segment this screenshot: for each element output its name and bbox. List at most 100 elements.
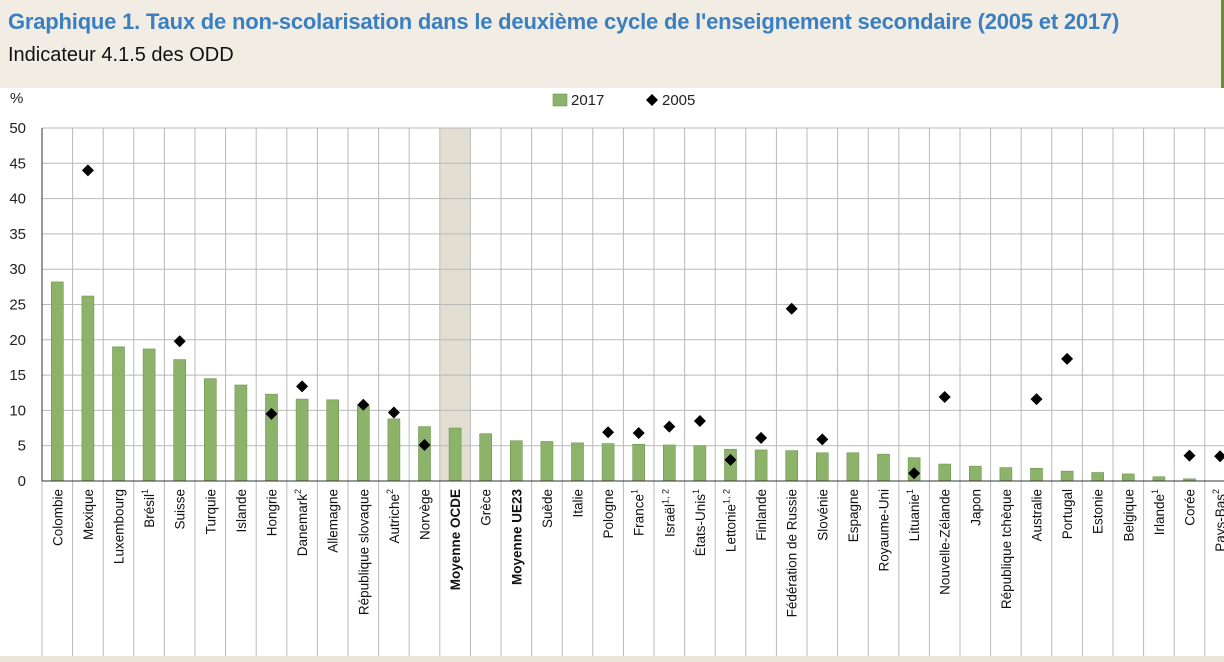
bar-2017 xyxy=(448,427,462,482)
chart-area: 0 5 10 15 20 25 30 35 40 45 50% Colombie Mexique Lux… xyxy=(0,88,1224,662)
y-tick-label: 15 xyxy=(9,367,26,384)
y-tick-label: 45 xyxy=(9,155,26,172)
x-tick-label: Belgique xyxy=(1121,489,1136,542)
marker-2005 xyxy=(1061,352,1074,365)
y-tick-label: 20 xyxy=(9,332,26,349)
bar-2017 xyxy=(968,465,982,482)
x-tick-label: Colombie xyxy=(50,489,65,546)
marker-2005 xyxy=(938,390,951,403)
bar-chart: 0 5 10 15 20 25 30 35 40 45 50% Colombie Mexique Lux… xyxy=(9,90,1224,656)
legend-label-2017: 2017 xyxy=(571,92,604,109)
chart-subtitle: Indicateur 4.1.5 des ODD xyxy=(8,44,234,66)
bar-2017 xyxy=(234,384,248,482)
x-tick-label: Allemagne xyxy=(326,489,341,553)
legend-swatch-2017 xyxy=(552,93,568,107)
x-tick-label: France1 xyxy=(630,489,647,536)
marker-2005 xyxy=(296,380,309,393)
bar-2017 xyxy=(693,445,707,482)
marker-2005 xyxy=(755,431,768,444)
marker-2005 xyxy=(173,335,186,348)
y-tick-label: 5 xyxy=(18,438,26,455)
x-tick-label: Pologne xyxy=(601,489,616,539)
marker-2005 xyxy=(265,407,278,420)
chart-title: Graphique 1. Taux de non-scolarisation d… xyxy=(8,9,1120,34)
x-tick-label: Slovénie xyxy=(815,489,830,541)
x-tick-label: Japon xyxy=(968,489,983,526)
bar-2017 xyxy=(1152,476,1166,482)
x-tick-label: Portugal xyxy=(1060,489,1075,539)
marker-2005 xyxy=(1183,449,1196,462)
bar-2017 xyxy=(540,441,554,482)
bar-2017 xyxy=(173,359,186,482)
x-tick-label: Corée xyxy=(1183,489,1198,526)
bar-2017 xyxy=(509,440,523,482)
footer-band xyxy=(0,656,1224,662)
bar-2017 xyxy=(356,405,370,482)
bar-2017 xyxy=(265,393,278,482)
marker-2005 xyxy=(663,420,676,433)
legend-marker-2005 xyxy=(646,94,658,106)
x-tick-label: Autriche2 xyxy=(385,489,402,544)
y-axis-label: % xyxy=(10,90,23,107)
bar-2017 xyxy=(1060,470,1074,482)
x-tick-label: Norvège xyxy=(418,489,433,540)
x-tick-label: Danemark2 xyxy=(293,489,310,556)
marker-2005 xyxy=(387,406,400,419)
y-tick-label: 25 xyxy=(9,297,26,314)
bar-2017 xyxy=(999,467,1013,482)
marker-2005 xyxy=(693,414,706,427)
bar-2017 xyxy=(112,346,125,482)
x-tick-label: Luxembourg xyxy=(112,489,127,564)
marker-2005 xyxy=(1214,450,1224,463)
y-tick-label: 30 xyxy=(9,261,26,278)
marker-2005 xyxy=(785,302,798,315)
bar-2017 xyxy=(142,348,156,482)
marker-2005 xyxy=(418,438,431,451)
bar-2017 xyxy=(846,452,860,482)
x-tick-label: Moyenne OCDE xyxy=(448,489,463,590)
x-tick-label: Brésil1 xyxy=(140,489,157,528)
bar-2017 xyxy=(601,443,615,482)
x-tick-label: Pays-Bas2 xyxy=(1211,489,1224,552)
x-tick-label: Espagne xyxy=(846,489,861,542)
x-tick-label: Mexique xyxy=(81,489,96,540)
x-tick-label: Lettonie1, 2 xyxy=(722,489,739,552)
x-tick-label: Turquie xyxy=(203,489,218,534)
x-tick-label: République slovaque xyxy=(356,489,371,615)
bar-2017 xyxy=(81,295,95,482)
bar-2017 xyxy=(877,453,890,482)
bar-2017 xyxy=(387,418,401,482)
marker-2005 xyxy=(724,453,737,466)
y-tick-label: 0 xyxy=(18,473,26,490)
bar-2017 xyxy=(815,452,829,482)
marker-2005 xyxy=(816,433,829,446)
bar-2017 xyxy=(632,443,646,482)
bar-2017 xyxy=(754,449,768,482)
bar-2017 xyxy=(571,442,584,482)
x-tick-label: Hongrie xyxy=(265,489,280,536)
x-tick-label: Italie xyxy=(571,489,586,518)
marker-2005 xyxy=(632,426,645,439)
chart-header: Graphique 1. Taux de non-scolarisation d… xyxy=(0,0,1224,88)
x-tick-label: Israël1, 2 xyxy=(660,489,677,537)
marker-2005 xyxy=(908,467,921,480)
x-tick-label: Royaume-Uni xyxy=(877,489,892,572)
x-tick-label: États-Unis1 xyxy=(691,489,708,556)
y-tick-label: 40 xyxy=(9,191,26,208)
bar-2017 xyxy=(479,433,493,482)
x-tick-label: Suisse xyxy=(173,489,188,530)
x-tick-label: Irlande1 xyxy=(1150,489,1167,535)
bar-2017 xyxy=(50,281,64,482)
bar-2017 xyxy=(662,444,676,482)
x-tick-label: Grèce xyxy=(479,489,494,526)
bar-2017 xyxy=(938,463,952,482)
marker-2005 xyxy=(1030,393,1043,406)
x-tick-label: Fédération de Russie xyxy=(785,489,800,617)
marker-2005 xyxy=(357,398,370,411)
marker-2005 xyxy=(602,426,615,439)
x-tick-label: Australie xyxy=(1030,489,1045,542)
y-tick-label: 50 xyxy=(9,120,26,137)
x-tick-label: Islande xyxy=(234,489,249,533)
x-tick-label: Moyenne UE23 xyxy=(509,489,524,586)
x-tick-label: Suède xyxy=(540,489,555,528)
